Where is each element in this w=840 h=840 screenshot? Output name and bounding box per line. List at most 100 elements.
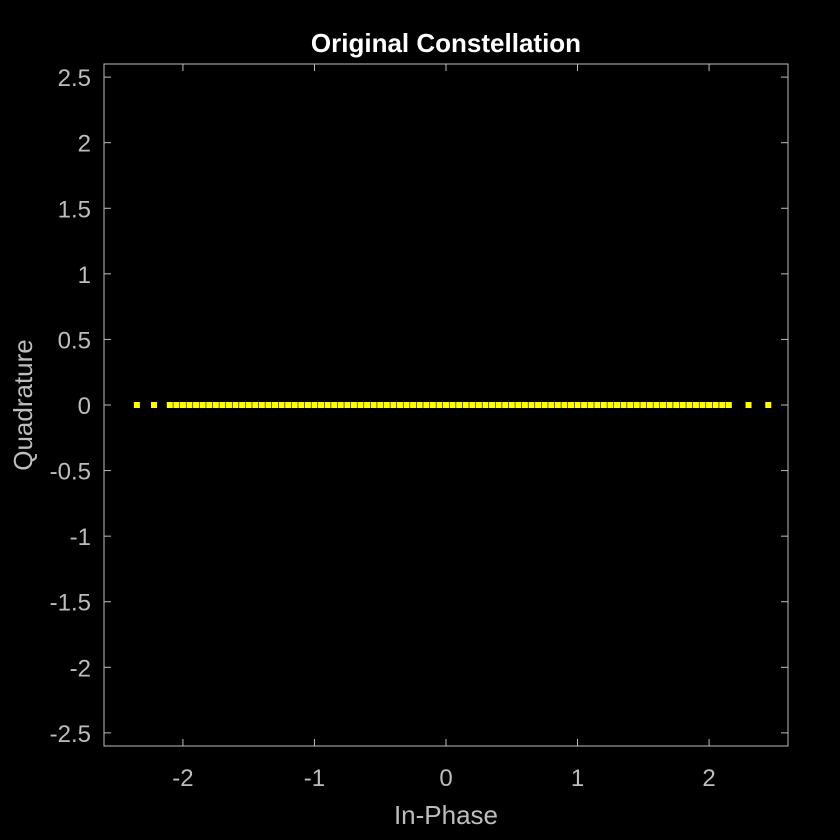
data-point bbox=[258, 402, 265, 408]
data-point bbox=[291, 402, 298, 408]
data-point bbox=[331, 402, 338, 408]
tick-marks bbox=[104, 64, 788, 746]
x-tick-label: 0 bbox=[439, 765, 452, 792]
x-tick-label: 1 bbox=[571, 765, 584, 792]
data-point bbox=[344, 402, 351, 408]
y-tick-label: -1 bbox=[70, 524, 91, 551]
data-point bbox=[377, 402, 384, 408]
data-point bbox=[311, 402, 318, 408]
data-point bbox=[265, 402, 272, 408]
x-tick-label: -1 bbox=[304, 765, 325, 792]
data-point bbox=[245, 402, 252, 408]
data-point bbox=[633, 402, 640, 408]
data-point bbox=[350, 402, 357, 408]
data-point bbox=[541, 402, 548, 408]
data-point bbox=[673, 402, 680, 408]
data-point bbox=[692, 402, 699, 408]
data-point bbox=[225, 402, 232, 408]
data-point bbox=[337, 402, 344, 408]
data-point bbox=[640, 402, 647, 408]
data-point bbox=[469, 402, 476, 408]
x-tick-label: 2 bbox=[702, 765, 715, 792]
data-point bbox=[150, 402, 157, 408]
data-point bbox=[561, 402, 568, 408]
y-tick-labels: 2.5 2 1.5 1 0.5 0 -0.5 -1 -1.5 -2 -2.5 bbox=[50, 65, 91, 748]
data-point bbox=[535, 402, 542, 408]
data-point bbox=[587, 402, 594, 408]
data-point bbox=[449, 402, 456, 408]
y-tick-label: 1 bbox=[78, 262, 91, 289]
data-point bbox=[745, 402, 752, 408]
data-point bbox=[416, 402, 423, 408]
data-point bbox=[179, 402, 186, 408]
data-point bbox=[390, 402, 397, 408]
x-tick-label: -2 bbox=[172, 765, 193, 792]
data-point bbox=[765, 402, 772, 408]
data-point bbox=[436, 402, 443, 408]
data-point bbox=[574, 402, 581, 408]
data-point bbox=[581, 402, 588, 408]
data-point bbox=[508, 402, 515, 408]
chart-title: Original Constellation bbox=[311, 28, 581, 58]
data-points bbox=[133, 402, 772, 408]
data-point bbox=[502, 402, 509, 408]
data-point bbox=[212, 402, 219, 408]
y-tick-label: 2.5 bbox=[58, 65, 91, 92]
data-point bbox=[495, 402, 502, 408]
y-tick-label: -2 bbox=[70, 655, 91, 682]
y-tick-label: -0.5 bbox=[50, 459, 91, 486]
data-point bbox=[318, 402, 325, 408]
data-point bbox=[403, 402, 410, 408]
data-point bbox=[285, 402, 292, 408]
data-point bbox=[462, 402, 469, 408]
data-point bbox=[423, 402, 430, 408]
data-point bbox=[186, 402, 193, 408]
y-tick-label: 1.5 bbox=[58, 196, 91, 223]
data-point bbox=[370, 402, 377, 408]
data-point bbox=[456, 402, 463, 408]
data-point bbox=[298, 402, 305, 408]
data-point bbox=[515, 402, 522, 408]
data-point bbox=[594, 402, 601, 408]
data-point bbox=[173, 402, 180, 408]
data-point bbox=[443, 402, 449, 408]
data-point bbox=[489, 402, 496, 408]
y-tick-label: 2 bbox=[78, 131, 91, 158]
data-point bbox=[528, 402, 535, 408]
data-point bbox=[219, 402, 226, 408]
data-point bbox=[646, 402, 653, 408]
data-point bbox=[304, 402, 311, 408]
data-point bbox=[607, 402, 614, 408]
data-point bbox=[679, 402, 686, 408]
data-point bbox=[686, 402, 693, 408]
data-point bbox=[252, 402, 259, 408]
data-point bbox=[712, 402, 719, 408]
data-point bbox=[166, 402, 173, 408]
data-point bbox=[324, 402, 331, 408]
data-point bbox=[364, 402, 371, 408]
data-point bbox=[239, 402, 246, 408]
data-point bbox=[206, 402, 213, 408]
data-point bbox=[660, 402, 667, 408]
y-axis-label: Quadrature bbox=[8, 339, 38, 471]
data-point bbox=[706, 402, 713, 408]
data-point bbox=[627, 402, 634, 408]
data-point bbox=[396, 402, 403, 408]
data-point bbox=[482, 402, 489, 408]
data-point bbox=[567, 402, 574, 408]
data-point bbox=[272, 402, 278, 408]
x-axis-label: In-Phase bbox=[394, 800, 498, 830]
y-tick-label: 0 bbox=[78, 393, 91, 420]
data-point bbox=[614, 402, 620, 408]
y-tick-label: 0.5 bbox=[58, 327, 91, 354]
data-point bbox=[653, 402, 660, 408]
y-tick-label: -2.5 bbox=[50, 721, 91, 748]
data-point bbox=[383, 402, 390, 408]
data-point bbox=[699, 402, 706, 408]
data-point bbox=[278, 402, 285, 408]
data-point bbox=[133, 402, 140, 408]
data-point bbox=[725, 402, 732, 408]
data-point bbox=[410, 402, 417, 408]
